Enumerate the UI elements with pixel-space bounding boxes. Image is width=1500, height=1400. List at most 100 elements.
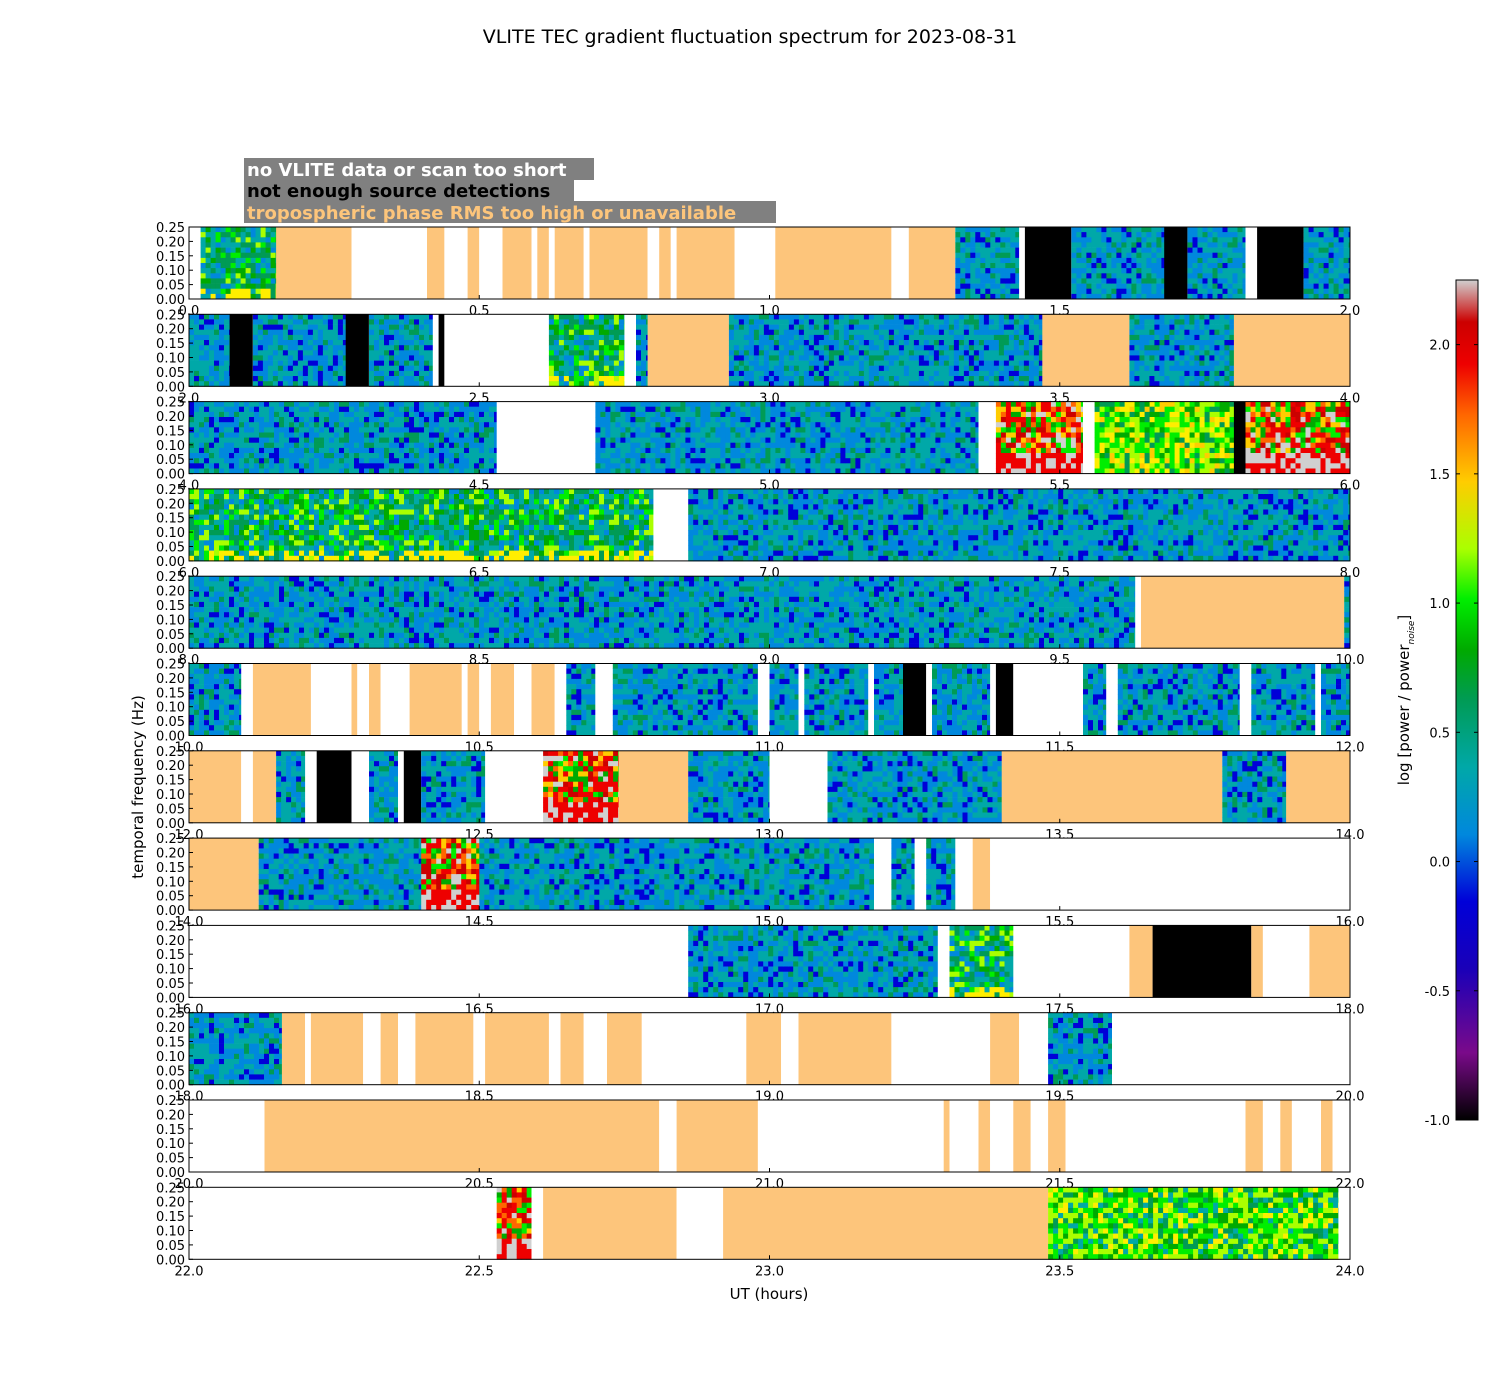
heatmap-cell [743, 350, 750, 356]
heatmap-cell [745, 447, 751, 454]
heatmap-cell [277, 360, 284, 367]
heatmap-cell [578, 365, 585, 372]
heatmap-cell [955, 257, 961, 264]
heatmap-cell [210, 273, 216, 279]
heatmap-cell [913, 360, 920, 367]
heatmap-cell [748, 334, 755, 341]
heatmap-cell [204, 381, 210, 387]
heatmap-cell [424, 458, 430, 464]
heatmap-cell [1212, 242, 1218, 248]
heatmap-cell [695, 422, 701, 428]
heatmap-cell [743, 376, 750, 382]
heatmap-cell [379, 468, 385, 474]
heatmap-cell [880, 437, 886, 444]
heatmap-cell [394, 365, 400, 372]
heatmap-cell [808, 381, 815, 387]
heatmap-cell [640, 401, 646, 408]
heatmap-cell [1323, 293, 1329, 300]
heatmap-cell [302, 340, 309, 346]
heatmap-cell [960, 257, 966, 264]
heatmap-cell [993, 360, 1000, 367]
heatmap-cell [915, 447, 921, 454]
heatmap-cell [1154, 365, 1160, 372]
heatmap-cell [1333, 293, 1339, 300]
heatmap-cell [479, 442, 485, 449]
heatmap-cell [424, 340, 430, 346]
heatmap-cell [1214, 324, 1220, 331]
heatmap-cell [414, 360, 420, 367]
heatmap-cell [980, 242, 986, 248]
heatmap-cell [685, 406, 691, 413]
heatmap-cell [583, 324, 590, 331]
heatmap-cell [885, 401, 891, 408]
heatmap-cell [873, 319, 880, 325]
heatmap-cell [780, 411, 786, 418]
heatmap-cell [790, 458, 796, 464]
heatmap-cell [813, 360, 820, 367]
heatmap-cell [943, 360, 950, 367]
data-segment [1303, 227, 1351, 300]
heatmap-cell [1033, 355, 1040, 361]
heatmap-cell [284, 463, 290, 469]
heatmap-cell [833, 319, 840, 325]
heatmap-cell [1010, 242, 1016, 248]
heatmap-cell [205, 288, 211, 295]
heatmap-cell [750, 411, 756, 418]
heatmap-cell [255, 293, 261, 300]
heatmap-cell [464, 468, 470, 474]
heatmap-cell [1149, 381, 1155, 387]
heatmap-cell [1134, 376, 1140, 382]
heatmap-cell [990, 257, 996, 264]
heatmap-cell [798, 329, 805, 336]
heatmap-cell [850, 458, 856, 464]
heatmap-cell [1134, 324, 1140, 331]
heatmap-cell [730, 406, 736, 413]
heatmap-cell [1076, 227, 1082, 233]
heatmap-cell [583, 345, 590, 351]
heatmap-cell [1003, 381, 1010, 387]
heatmap-cell [943, 355, 950, 361]
heatmap-cell [1194, 340, 1200, 346]
heatmap-cell [262, 360, 269, 367]
heatmap-cell [489, 437, 495, 444]
heatmap-cell [893, 360, 900, 367]
heatmap-cell [825, 401, 831, 408]
heatmap-cell [384, 329, 390, 336]
heatmap-cell [845, 411, 851, 418]
heatmap-cell [680, 411, 686, 418]
heatmap-cell [199, 422, 205, 428]
heatmap-cell [1237, 273, 1243, 279]
heatmap-cell [980, 247, 986, 254]
heatmap-cell [214, 355, 220, 361]
heatmap-cell [895, 427, 901, 433]
heatmap-cell [1184, 345, 1190, 351]
heatmap-cell [715, 463, 721, 469]
heatmap-cell [728, 365, 735, 372]
heatmap-cell [424, 376, 430, 382]
heatmap-cell [307, 345, 314, 351]
heatmap-cell [429, 401, 435, 408]
heatmap-cell [1144, 381, 1150, 387]
heatmap-cell [980, 273, 986, 279]
heatmap-cell [725, 422, 731, 428]
heatmap-cell [1146, 257, 1152, 264]
heatmap-cell [1146, 247, 1152, 254]
heatmap-cell [1013, 365, 1020, 372]
heatmap-cell [665, 422, 671, 428]
heatmap-cell [920, 447, 926, 454]
heatmap-cell [260, 247, 266, 254]
heatmap-cell [775, 463, 781, 469]
heatmap-cell [1005, 237, 1011, 243]
heatmap-cell [598, 376, 605, 382]
heatmap-cell [265, 268, 271, 274]
heatmap-cell [434, 432, 440, 438]
heatmap-cell [865, 427, 871, 433]
heatmap-cell [900, 411, 906, 418]
heatmap-cell [603, 319, 610, 325]
heatmap-cell [705, 447, 711, 454]
heatmap-cell [219, 417, 225, 423]
heatmap-cell [374, 468, 380, 474]
heatmap-cell [1212, 252, 1218, 259]
heatmap-cell [625, 437, 631, 444]
heatmap-cell [304, 468, 310, 474]
